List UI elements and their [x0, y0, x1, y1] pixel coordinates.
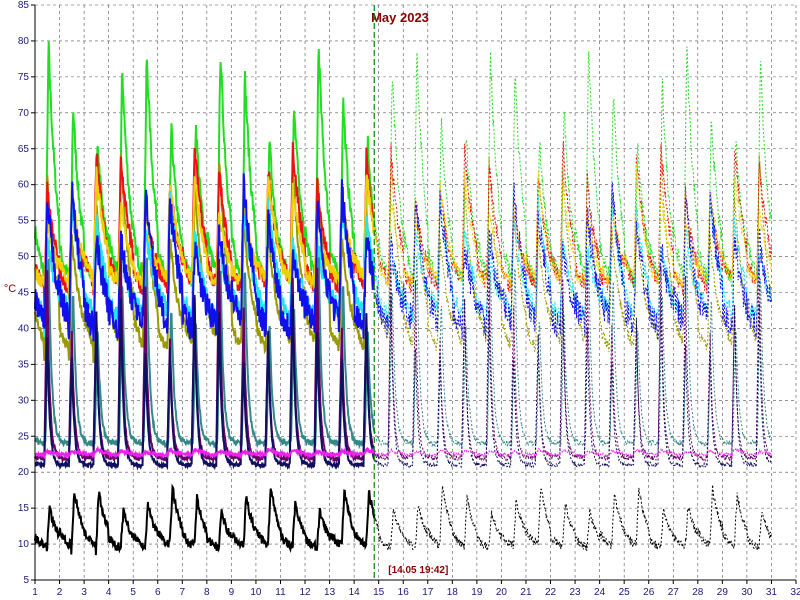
- x-tick-label: 19: [471, 587, 483, 598]
- x-tick-label: 26: [643, 587, 655, 598]
- y-tick-label: 30: [18, 395, 30, 406]
- x-tick-label: 22: [545, 587, 557, 598]
- y-tick-label: 85: [18, 0, 30, 11]
- x-tick-label: 29: [717, 587, 729, 598]
- x-tick-label: 32: [790, 587, 800, 598]
- x-tick-label: 21: [520, 587, 532, 598]
- x-tick-label: 5: [130, 587, 136, 598]
- x-tick-label: 16: [398, 587, 410, 598]
- series-forecast-magenta: [374, 447, 772, 459]
- series-forecast-green: [374, 46, 772, 289]
- x-tick-label: 25: [619, 587, 631, 598]
- x-tick-label: 11: [275, 587, 286, 598]
- y-tick-label: 75: [18, 72, 30, 83]
- y-tick-label: 65: [18, 144, 30, 155]
- x-tick-label: 9: [229, 587, 235, 598]
- series-line-blue: [34, 173, 376, 342]
- x-tick-label: 1: [32, 587, 38, 598]
- series-forecast-purple: [374, 253, 772, 463]
- y-tick-label: 20: [18, 467, 30, 478]
- x-tick-label: 31: [766, 587, 778, 598]
- x-tick-label: 4: [106, 587, 112, 598]
- x-tick-label: 10: [250, 587, 262, 598]
- x-tick-label: 20: [496, 587, 508, 598]
- y-tick-label: 70: [18, 108, 30, 119]
- series-line-navy: [34, 294, 375, 471]
- y-tick-label: 45: [18, 288, 30, 299]
- x-tick-label: 8: [204, 587, 210, 598]
- series-forecast-navy: [374, 293, 772, 469]
- x-tick-labels: 1 2 3 4 5 6 7 8 9 10 11 12 13 14 15 16 17 18 19 20 21 22 23 24 2…: [32, 580, 800, 598]
- x-tick-label: 15: [373, 587, 385, 598]
- x-tick-label: 18: [447, 587, 459, 598]
- chart-title: May 2023: [371, 10, 429, 25]
- x-tick-label: 13: [324, 587, 336, 598]
- x-tick-label: 30: [741, 587, 753, 598]
- series-forecast-yellow: [374, 164, 772, 288]
- x-tick-label: 2: [57, 587, 63, 598]
- y-tick-label: 5: [23, 575, 29, 586]
- y-tick-label: 55: [18, 216, 30, 227]
- y-tick-label: 80: [18, 36, 30, 47]
- now-marker-label: [14.05 19:42]: [388, 565, 448, 576]
- series-forecast-teal: [374, 255, 772, 448]
- x-tick-label: 27: [668, 587, 680, 598]
- y-tick-label: 15: [18, 503, 30, 514]
- x-tick-label: 28: [692, 587, 704, 598]
- series-line-magenta: [34, 445, 375, 460]
- series-forecast-blue: [374, 182, 772, 341]
- x-tick-label: 23: [570, 587, 582, 598]
- y-tick-label: 35: [18, 359, 30, 370]
- y-axis-label: °C: [4, 283, 16, 295]
- series-forecast-olive: [374, 154, 772, 353]
- y-tick-label: 60: [18, 180, 30, 191]
- series-lines: [34, 41, 772, 556]
- y-tick-label: 50: [18, 252, 30, 263]
- y-tick-labels: 5 10 15 20 25 30 35 40 45 50 55 60 65 70 75 80 85: [18, 0, 35, 586]
- series-line-black: [34, 483, 376, 556]
- x-tick-label: 12: [299, 587, 311, 598]
- y-tick-label: 10: [18, 539, 30, 550]
- series-forecast-black: [374, 484, 772, 551]
- x-tick-label: 3: [81, 587, 87, 598]
- y-tick-label: 40: [18, 323, 30, 334]
- x-tick-label: 6: [155, 587, 161, 598]
- x-tick-label: 24: [594, 587, 606, 598]
- x-tick-label: 14: [349, 587, 361, 598]
- x-tick-label: 7: [180, 587, 186, 598]
- y-tick-label: 25: [18, 431, 30, 442]
- x-tick-label: 17: [422, 587, 434, 598]
